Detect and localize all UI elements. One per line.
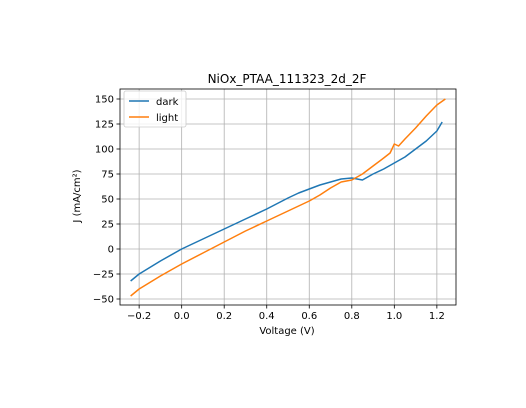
legend: dark light: [123, 90, 187, 128]
y-tick-label: 100: [95, 145, 114, 156]
y-tick-label: 25: [101, 220, 114, 231]
x-tick-label: 1.0: [386, 311, 402, 322]
y-tick-label: −50: [93, 295, 114, 306]
x-tick-label: 0.4: [259, 311, 275, 322]
y-tick-label: 125: [95, 120, 114, 131]
y-tick-label: 0: [108, 245, 114, 256]
y-axis-ticks: −50 −25 0 25 50 75 100 125 150: [93, 95, 120, 306]
x-tick-label: −0.2: [127, 311, 151, 322]
legend-label-light: light: [156, 113, 178, 124]
y-tick-label: 75: [101, 170, 114, 181]
series-line-dark: [130, 121, 443, 282]
y-tick-label: −25: [93, 270, 114, 281]
x-axis-label: Voltage (V): [259, 326, 314, 337]
series-layer: [130, 98, 446, 297]
x-tick-label: 0.8: [344, 311, 360, 322]
x-tick-label: 0.0: [174, 311, 190, 322]
y-axis-label: J (mA/cm²): [72, 169, 83, 223]
y-tick-label: 50: [101, 195, 114, 206]
chart-title: NiOx_PTAA_111323_2d_2F: [208, 72, 367, 86]
legend-label-dark: dark: [156, 97, 179, 108]
x-axis-ticks: −0.2 0.0 0.2 0.4 0.6 0.8 1.0 1.2: [127, 305, 445, 322]
y-tick-label: 150: [95, 95, 114, 106]
legend-box: [123, 90, 187, 128]
x-tick-label: 1.2: [429, 311, 445, 322]
x-tick-label: 0.2: [216, 311, 232, 322]
grid-layer: [120, 89, 456, 305]
axes-frame: [119, 88, 457, 306]
x-tick-label: 0.6: [301, 311, 317, 322]
series-line-light: [130, 98, 446, 297]
